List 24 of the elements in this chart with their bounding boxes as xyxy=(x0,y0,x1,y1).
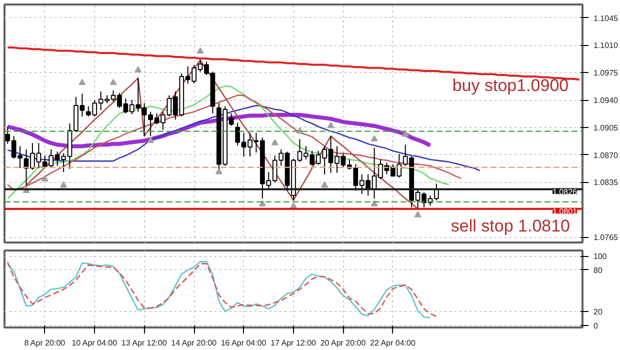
y-tick-label: 1.1010 xyxy=(594,41,619,50)
x-tick-label: 10 Apr 04:00 xyxy=(72,338,118,348)
x-tick-label: 8 Apr 20:00 xyxy=(24,338,66,348)
y-tick-label: 0 xyxy=(594,321,598,330)
y-tick-label: 1.0940 xyxy=(594,96,619,106)
annotation: sell stop 1.0810 xyxy=(450,216,570,236)
y-tick-label: 1.0975 xyxy=(594,68,619,78)
ref-line-label: 1.0826 xyxy=(552,187,578,196)
y-tick-label: 1.0835 xyxy=(594,178,619,188)
x-tick-label: 17 Apr 12:00 xyxy=(270,338,317,348)
x-tick-label: 13 Apr 12:00 xyxy=(121,338,168,348)
y-tick-label: 80 xyxy=(594,266,603,275)
y-tick-label: 1.0870 xyxy=(594,150,619,160)
y-tick-label: 100 xyxy=(594,252,608,262)
ref-line-label: 1.0801 xyxy=(552,206,578,216)
y-tick-label: 1.0905 xyxy=(594,123,619,132)
y-tick-label: 1.1045 xyxy=(594,14,619,23)
x-tick-label: 22 Apr 04:00 xyxy=(370,338,416,348)
annotation: buy stop1.0900 xyxy=(452,76,569,95)
x-tick-label: 16 Apr 04:00 xyxy=(220,338,267,348)
y-tick-label: 20 xyxy=(594,308,603,317)
y-tick-label: 1.0765 xyxy=(594,233,619,242)
x-tick-label: 14 Apr 20:00 xyxy=(171,338,218,348)
x-tick-label: 20 Apr 20:00 xyxy=(320,338,366,348)
